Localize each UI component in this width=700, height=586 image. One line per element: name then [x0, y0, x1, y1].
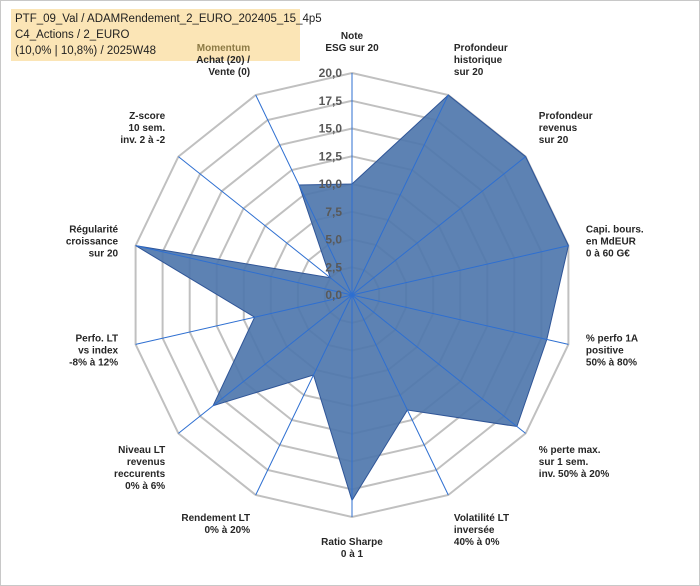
axis-spoke-13	[255, 94, 353, 296]
axis-label-line: vs index	[78, 345, 118, 356]
axis-label-line: 50% à 80%	[586, 357, 637, 368]
tick-label-2: 5,0	[325, 233, 342, 247]
axis-label-line: Volatilité LT	[454, 513, 509, 524]
axis-label-11: Régularité croissance sur 20	[66, 225, 119, 260]
chart-title-box: PTF_09_Val / ADAMRendement_2_EURO_202405…	[11, 9, 322, 61]
axis-spoke-2	[351, 156, 526, 296]
axis-label-line: Z-score	[129, 111, 166, 122]
tick-label-5: 12,5	[319, 149, 343, 163]
axis-label-line: sur 20	[454, 67, 484, 78]
axis-label-line: revenus	[539, 123, 578, 134]
axis-label-6: Volatilité LT inversée 40% à 0%	[454, 513, 509, 548]
tick-label-4: 10,0	[319, 177, 343, 191]
axis-label-line: 0% à 20%	[205, 525, 251, 536]
tick-label-3: 7,5	[325, 205, 342, 219]
axis-spoke-12	[178, 156, 353, 296]
axis-spoke-3	[351, 245, 569, 296]
axis-label-line: Ratio Sharpe	[321, 537, 383, 548]
axis-label-line: sur 20	[89, 249, 119, 260]
axis-label-1: Profondeur historique sur 20	[454, 43, 508, 78]
axis-label-13: Momentum Achat (20) / Vente (0)	[196, 43, 250, 78]
axis-label-line: ESG sur 20	[325, 43, 379, 54]
axis-spoke-5	[351, 294, 526, 434]
axis-label-line: 10 sem.	[128, 123, 165, 134]
title-line-3: (10,0% | 10,8%) / 2025W48	[15, 45, 157, 57]
tick-label-7: 17,5	[319, 94, 343, 108]
axis-label-9: Niveau LT revenus reccurents 0% à 6%	[114, 445, 166, 492]
axis-label-line: inv. 2 à -2	[120, 135, 165, 146]
axis-label-3: Capi. bours. en MdEUR 0 à 60 G€	[586, 225, 644, 260]
axis-label-line: 40% à 0%	[454, 537, 500, 548]
title-line-2: C4_Actions / 2_EURO	[15, 29, 130, 41]
axis-label-5: % perte max. sur 1 sem. inv. 50% à 20%	[539, 445, 610, 480]
axis-label-7: Ratio Sharpe 0 à 1	[321, 537, 383, 560]
title-line-1: PTF_09_Val / ADAMRendement_2_EURO_202405…	[15, 13, 322, 25]
axis-spoke-11	[135, 245, 353, 296]
axis-label-line: positive	[586, 345, 624, 356]
axis-label-line: -8% à 12%	[69, 357, 118, 368]
axis-label-2: Profondeur revenus sur 20	[539, 111, 593, 146]
axis-label-line: 0% à 6%	[125, 481, 165, 492]
axis-label-line: % perfo 1A	[586, 333, 638, 344]
axis-label-line: Note	[341, 31, 364, 42]
axis-spoke-6	[351, 294, 449, 496]
axis-label-line: Momentum	[197, 43, 250, 54]
axis-label-line: 0 à 60 G€	[586, 249, 630, 260]
axis-label-line: Profondeur	[539, 111, 593, 122]
axis-spoke-4	[351, 294, 569, 345]
axis-label-line: croissance	[66, 237, 119, 248]
axis-label-4: % perfo 1A positive 50% à 80%	[586, 333, 638, 368]
tick-label-1: 2,5	[325, 260, 342, 274]
axis-spoke-10	[135, 294, 353, 345]
axis-label-0: Note ESG sur 20	[325, 31, 379, 54]
axis-label-line: Capi. bours.	[586, 225, 644, 236]
axis-label-line: 0 à 1	[341, 549, 364, 560]
axis-label-8: Rendement LT 0% à 20%	[181, 513, 250, 536]
axis-label-line: Niveau LT	[118, 445, 165, 456]
axis-label-line: Rendement LT	[181, 513, 250, 524]
axis-label-line: Vente (0)	[208, 67, 250, 78]
tick-label-8: 20,0	[319, 66, 343, 80]
axis-label-12: Z-score 10 sem. inv. 2 à -2	[120, 111, 165, 146]
axis-label-line: Achat (20) /	[196, 55, 250, 66]
axis-spoke-9	[178, 294, 353, 434]
axis-label-line: sur 1 sem.	[539, 457, 589, 468]
axis-label-line: en MdEUR	[586, 237, 637, 248]
axis-spoke-8	[255, 294, 353, 496]
axis-label-line: Profondeur	[454, 43, 508, 54]
axis-label-line: reccurents	[114, 469, 166, 480]
axis-label-line: inversée	[454, 525, 495, 536]
axis-label-line: Régularité	[69, 225, 118, 236]
axis-label-line: inv. 50% à 20%	[539, 469, 610, 480]
tick-label-0: 0,0	[325, 288, 342, 302]
axis-label-line: Perfo. LT	[76, 333, 119, 344]
axis-label-line: historique	[454, 55, 503, 66]
tick-label-6: 15,0	[319, 122, 343, 136]
axis-spoke-1	[351, 94, 449, 296]
axis-label-line: % perte max.	[539, 445, 601, 456]
axis-label-line: revenus	[127, 457, 166, 468]
axis-label-10: Perfo. LT vs index -8% à 12%	[69, 333, 118, 368]
axis-label-line: sur 20	[539, 135, 569, 146]
